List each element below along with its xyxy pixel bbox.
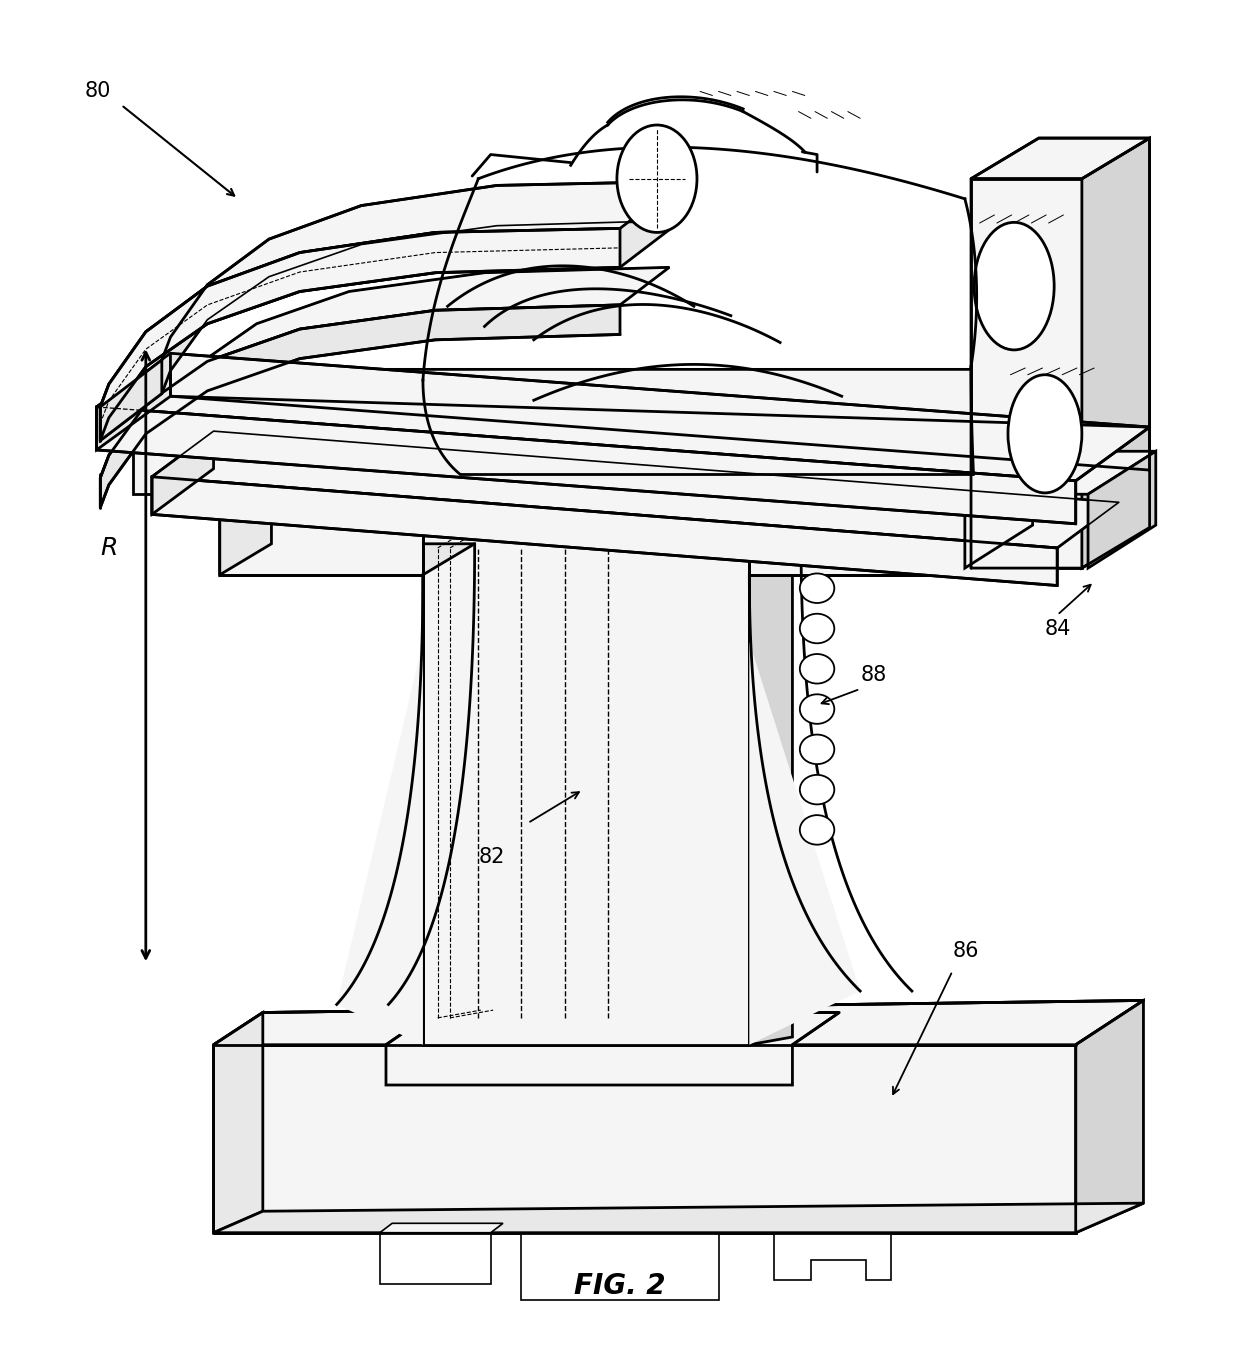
Polygon shape — [1081, 138, 1149, 567]
Text: 82: 82 — [479, 847, 505, 867]
Polygon shape — [965, 451, 1156, 494]
Polygon shape — [386, 1012, 839, 1085]
Ellipse shape — [975, 223, 1054, 350]
Text: 88: 88 — [861, 666, 887, 685]
Polygon shape — [749, 642, 861, 1044]
Polygon shape — [971, 178, 1081, 567]
Polygon shape — [749, 544, 1073, 574]
Polygon shape — [379, 1232, 491, 1283]
Text: 84: 84 — [1045, 619, 1071, 639]
Text: FIG. 2: FIG. 2 — [574, 1271, 666, 1300]
Ellipse shape — [800, 735, 835, 765]
Polygon shape — [97, 407, 1076, 524]
Polygon shape — [749, 463, 1073, 494]
Polygon shape — [965, 451, 1033, 567]
Polygon shape — [423, 509, 792, 535]
Polygon shape — [749, 509, 792, 1044]
Polygon shape — [423, 535, 749, 1044]
Polygon shape — [213, 1001, 1143, 1044]
Polygon shape — [153, 477, 1058, 585]
Polygon shape — [379, 1223, 503, 1232]
Polygon shape — [100, 181, 682, 407]
Polygon shape — [97, 353, 1149, 481]
Ellipse shape — [800, 815, 835, 844]
Polygon shape — [100, 220, 682, 440]
Ellipse shape — [800, 694, 835, 724]
Polygon shape — [749, 494, 1021, 574]
Polygon shape — [1087, 451, 1156, 567]
Polygon shape — [100, 267, 670, 478]
Polygon shape — [219, 463, 272, 574]
Polygon shape — [971, 138, 1149, 178]
Polygon shape — [153, 431, 1118, 549]
Polygon shape — [219, 463, 475, 494]
Text: R: R — [100, 536, 118, 559]
Polygon shape — [134, 413, 1014, 494]
Polygon shape — [337, 642, 423, 1044]
Polygon shape — [213, 1204, 1143, 1232]
Ellipse shape — [1008, 374, 1081, 493]
Polygon shape — [213, 1044, 1076, 1232]
Polygon shape — [1021, 463, 1073, 574]
Polygon shape — [153, 431, 213, 515]
Polygon shape — [219, 544, 475, 574]
Polygon shape — [134, 369, 1081, 413]
Polygon shape — [472, 455, 1027, 501]
Polygon shape — [219, 494, 423, 574]
Text: 86: 86 — [952, 940, 980, 961]
Polygon shape — [100, 305, 620, 508]
Ellipse shape — [800, 613, 835, 643]
Polygon shape — [423, 509, 466, 1044]
Polygon shape — [100, 228, 620, 440]
Ellipse shape — [800, 775, 835, 804]
Ellipse shape — [618, 126, 697, 232]
Ellipse shape — [800, 654, 835, 684]
Polygon shape — [1076, 1001, 1143, 1232]
Polygon shape — [774, 1232, 892, 1279]
Polygon shape — [97, 353, 170, 450]
Ellipse shape — [800, 573, 835, 603]
Text: 80: 80 — [84, 81, 110, 101]
Polygon shape — [522, 1232, 718, 1300]
Polygon shape — [100, 359, 161, 440]
Polygon shape — [213, 1012, 263, 1232]
